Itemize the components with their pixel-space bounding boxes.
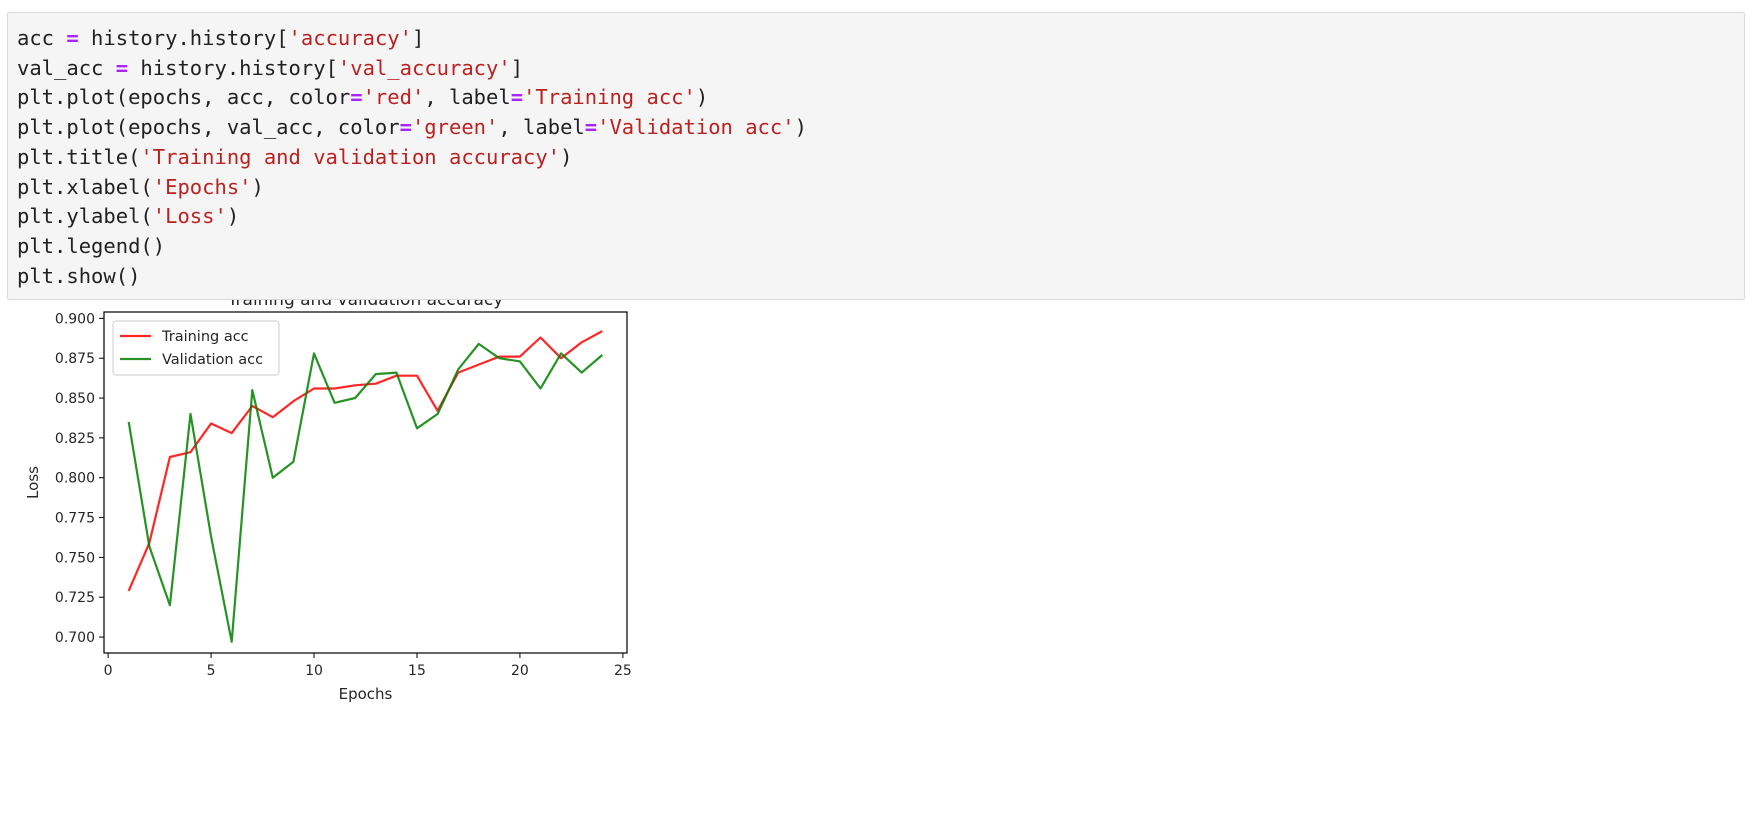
- code-line: acc = history.history['accuracy']: [17, 24, 807, 54]
- y-tick-label: 0.800: [55, 471, 95, 487]
- y-tick-label: 0.900: [55, 311, 95, 327]
- code-token: ): [251, 174, 264, 199]
- code-cell[interactable]: acc = history.history['accuracy'] val_acc…: [7, 12, 1745, 300]
- code-token: ]: [510, 55, 524, 80]
- code-token: ]: [411, 26, 425, 50]
- code-string: 'Training acc': [523, 85, 696, 110]
- accuracy-chart: Training and validation accuracy 0.700 0.7…: [24, 300, 632, 703]
- plot-frame: [103, 311, 628, 654]
- code-string: 'Epochs': [152, 174, 252, 199]
- x-tick-label: 10: [305, 663, 323, 679]
- code-token: plt.title(: [17, 144, 141, 169]
- code-string: 'red': [362, 85, 425, 110]
- x-tick-label: 20: [511, 663, 529, 679]
- code-token: plt.plot(epochs, val_acc, color: [17, 115, 400, 140]
- code-operator: =: [350, 85, 363, 110]
- code-token: plt.show(): [17, 263, 141, 288]
- code-operator: =: [66, 26, 79, 50]
- y-tick-label: 0.775: [55, 511, 95, 527]
- code-token: plt.legend(): [17, 233, 166, 258]
- code-token: ): [226, 204, 240, 229]
- code-token: plt.xlabel(: [17, 174, 153, 199]
- x-axis-label: Epochs: [339, 685, 393, 703]
- code-line: plt.xlabel('Epochs'): [17, 173, 807, 203]
- code-token: ): [560, 144, 573, 169]
- code-operator: =: [115, 55, 129, 80]
- code-line: val_acc = history.history['val_accuracy'…: [17, 54, 807, 84]
- code-line: plt.plot(epochs, acc, color='red', label…: [17, 83, 807, 113]
- code-token: , label: [498, 115, 585, 140]
- code-token: acc: [17, 26, 67, 50]
- code-string: 'Training and validation accuracy': [140, 144, 561, 169]
- code-token: history.history[: [128, 55, 338, 80]
- legend-label: Validation acc: [162, 352, 263, 368]
- code-string: 'Validation acc': [597, 115, 795, 140]
- series-line-validation-acc: [127, 342, 604, 643]
- x-tick-label: 15: [408, 663, 426, 679]
- y-tick-label: 0.700: [55, 630, 95, 646]
- code-line: plt.title('Training and validation accur…: [17, 143, 807, 173]
- legend-box: [112, 320, 280, 376]
- code-token: ): [695, 85, 709, 110]
- code-string: 'Loss': [152, 204, 227, 229]
- chart-title: Training and validation accuracy: [227, 300, 504, 310]
- code-operator: =: [584, 115, 598, 140]
- y-tick-label: 0.850: [55, 391, 95, 407]
- x-tick-label: 5: [207, 663, 216, 679]
- code-token: val_acc: [17, 55, 116, 80]
- y-tick-label: 0.875: [55, 351, 95, 367]
- code-editor[interactable]: acc = history.history['accuracy'] val_acc…: [17, 24, 807, 291]
- code-token: plt.ylabel(: [17, 204, 153, 229]
- code-operator: =: [399, 115, 412, 140]
- code-token: , label: [424, 85, 511, 110]
- code-line: plt.ylabel('Loss'): [17, 202, 807, 232]
- code-string: 'val_accuracy': [337, 55, 511, 80]
- output-area: Training and validation accuracy 0.700 0.7…: [0, 300, 760, 800]
- code-string: 'accuracy': [288, 26, 412, 50]
- code-operator: =: [510, 85, 524, 110]
- legend-label: Training acc: [161, 329, 249, 345]
- x-tick-label: 0: [104, 663, 113, 679]
- code-line: plt.show(): [17, 262, 807, 292]
- code-line: plt.plot(epochs, val_acc, color='green',…: [17, 113, 807, 143]
- code-token: ): [794, 115, 807, 140]
- y-tick-label: 0.825: [55, 431, 95, 447]
- y-tick-label: 0.725: [55, 590, 95, 606]
- code-token: history.history[: [78, 26, 289, 50]
- code-line: plt.legend(): [17, 232, 807, 262]
- x-tick-label: 25: [614, 663, 632, 679]
- y-axis-label: Loss: [24, 466, 42, 499]
- code-token: plt.plot(epochs, acc, color: [17, 85, 351, 110]
- code-string: 'green': [411, 115, 499, 140]
- y-tick-label: 0.750: [55, 550, 95, 566]
